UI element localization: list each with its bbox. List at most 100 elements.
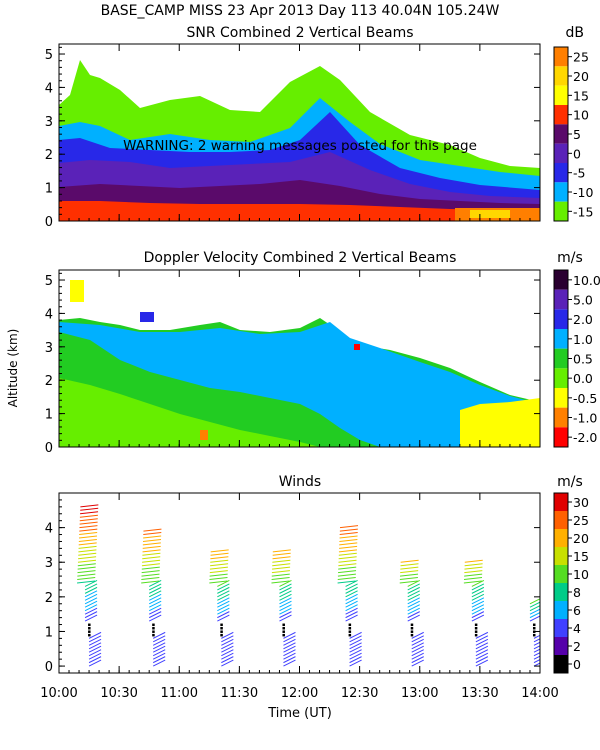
wind-barb bbox=[148, 597, 162, 605]
wind-barb bbox=[152, 631, 166, 639]
wind-barb bbox=[152, 652, 166, 660]
wind-barb bbox=[221, 638, 234, 646]
wind-barb bbox=[337, 570, 357, 574]
doppler-colorbar-swatch bbox=[554, 388, 568, 408]
wind-barb bbox=[338, 563, 357, 567]
wind-barb bbox=[279, 604, 292, 612]
wind-barb bbox=[349, 638, 362, 646]
wind-barb bbox=[345, 607, 358, 615]
snr-ytick-label: 4 bbox=[45, 81, 53, 96]
wind-barb bbox=[142, 545, 161, 549]
wind-barb bbox=[148, 611, 162, 619]
wind-barb bbox=[217, 611, 230, 619]
snr-colorbar-label: 25 bbox=[573, 50, 589, 65]
wind-barb bbox=[471, 593, 485, 601]
wind-barb bbox=[152, 635, 166, 643]
winds-colorbar-swatch bbox=[554, 529, 568, 547]
wind-barb bbox=[349, 649, 362, 657]
wind-barb bbox=[220, 630, 223, 633]
wind-barb bbox=[279, 614, 292, 622]
wind-barb bbox=[283, 631, 296, 639]
wind-barb bbox=[141, 577, 160, 581]
wind-barb bbox=[271, 573, 290, 577]
winds-ytick-label: 0 bbox=[45, 660, 53, 675]
winds-title: Winds bbox=[279, 474, 321, 490]
snr-colorbar-label: 15 bbox=[573, 88, 589, 103]
wind-barb bbox=[152, 642, 166, 650]
doppler-panel: Doppler Velocity Combined 2 Vertical Bea… bbox=[6, 250, 600, 456]
doppler-ytick-label: 5 bbox=[45, 274, 53, 289]
winds-ytick-label: 4 bbox=[45, 522, 53, 537]
wind-barb bbox=[272, 552, 291, 556]
wind-barb bbox=[348, 633, 352, 637]
wind-barb bbox=[338, 559, 357, 563]
snr-plot-area bbox=[59, 60, 540, 221]
wind-barb bbox=[84, 600, 98, 608]
doppler-spot-red bbox=[354, 344, 360, 350]
doppler-colorbar-swatch bbox=[554, 368, 568, 388]
wind-barb bbox=[337, 577, 356, 581]
wind-barb bbox=[80, 507, 99, 511]
wind-barb bbox=[221, 652, 234, 660]
wind-barb bbox=[84, 597, 98, 605]
snr-colorbar-swatch bbox=[554, 47, 568, 67]
time-tick-label: 13:00 bbox=[401, 686, 438, 701]
winds-colorbar-swatch bbox=[554, 619, 568, 637]
snr-ytick-label: 3 bbox=[45, 115, 53, 130]
snr-colorbar-label: -5 bbox=[573, 166, 585, 181]
wind-barb bbox=[88, 633, 91, 637]
wind-barb bbox=[471, 607, 485, 615]
time-tick-label: 12:30 bbox=[341, 686, 378, 701]
wind-barb bbox=[471, 604, 485, 612]
wind-barb bbox=[272, 556, 291, 560]
snr-colorbar-label: 5 bbox=[573, 127, 581, 142]
wind-barb bbox=[78, 545, 97, 549]
wind-barb bbox=[217, 590, 230, 598]
wind-barb bbox=[407, 600, 420, 608]
wind-barb bbox=[152, 627, 155, 630]
snr-colorbar-swatch bbox=[554, 66, 568, 86]
wind-barb bbox=[471, 583, 485, 591]
wind-barb bbox=[152, 659, 166, 667]
wind-barb bbox=[220, 627, 223, 630]
wind-barb bbox=[410, 627, 414, 630]
doppler-colorbar-swatch bbox=[554, 407, 568, 428]
wind-barb bbox=[217, 600, 230, 608]
snr-panel: SNR Combined 2 Vertical Beams WARNING: 2… bbox=[45, 25, 594, 230]
wind-barb bbox=[77, 566, 96, 570]
wind-barb bbox=[148, 586, 162, 594]
snr-colorbar-label: -10 bbox=[573, 185, 593, 200]
snr-ytick-label: 1 bbox=[45, 182, 53, 197]
wind-barb bbox=[411, 652, 424, 660]
wind-barb bbox=[532, 623, 536, 627]
wind-barb bbox=[407, 590, 420, 598]
wind-barb bbox=[345, 593, 358, 601]
wind-barb bbox=[88, 659, 102, 667]
wind-barb bbox=[78, 556, 97, 560]
wind-barb bbox=[77, 559, 97, 563]
wind-barb bbox=[88, 631, 102, 639]
wind-barb bbox=[217, 607, 230, 615]
wind-barb bbox=[463, 577, 483, 581]
wind-barb bbox=[88, 656, 102, 664]
wind-barb bbox=[338, 549, 358, 553]
wind-barb bbox=[411, 638, 424, 646]
wind-barb bbox=[210, 549, 229, 553]
snr-colorbar-label: -15 bbox=[573, 204, 593, 219]
wind-barb bbox=[148, 600, 162, 608]
wind-barb bbox=[411, 656, 424, 664]
wind-barb bbox=[142, 542, 161, 546]
wind-barb bbox=[410, 623, 414, 627]
wind-barb bbox=[209, 577, 228, 581]
wind-barb bbox=[339, 542, 358, 546]
wind-barb bbox=[77, 563, 96, 567]
wind-barb bbox=[217, 597, 230, 605]
wind-barb bbox=[345, 597, 358, 605]
doppler-colorbar-label: -2.0 bbox=[573, 430, 597, 445]
wind-barb bbox=[338, 552, 357, 556]
wind-barb bbox=[78, 552, 97, 556]
wind-barb bbox=[279, 593, 292, 601]
time-tick-label: 13:30 bbox=[461, 686, 498, 701]
wind-barb bbox=[78, 549, 97, 553]
